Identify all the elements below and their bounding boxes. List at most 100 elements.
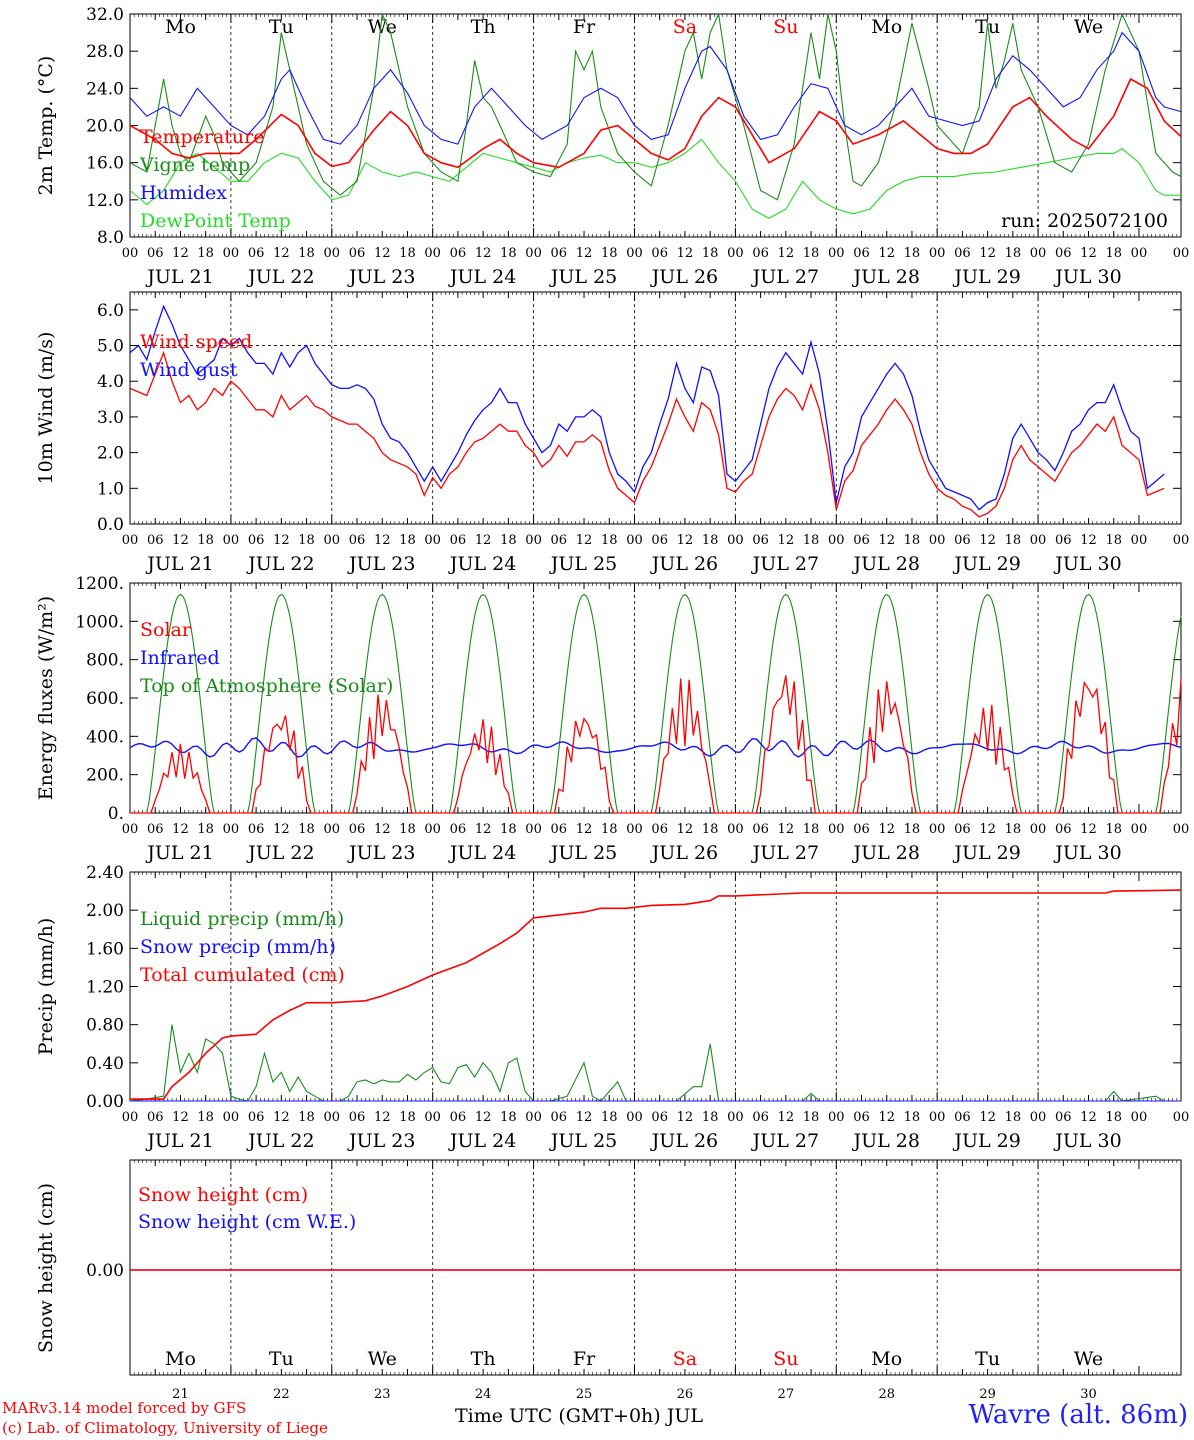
weekday-label: We [1074, 1348, 1103, 1370]
y-tick-label: 4.0 [97, 372, 124, 392]
hour-label: 00 [122, 822, 139, 837]
hour-label: 06 [954, 822, 971, 837]
hour-label: 06 [248, 246, 265, 261]
hour-label: 12 [1080, 822, 1097, 837]
hour-label: 18 [1105, 533, 1122, 548]
y-tick-label: 28.0 [86, 42, 124, 62]
weekday-label: Tu [269, 16, 294, 38]
panel-5: 0.00 Snow height (cm) Snow height (cm) Snow… [35, 1159, 1182, 1402]
legend-dewpoint-temp: DewPoint Temp [140, 210, 291, 232]
legend-total-cumulated-cm-: Total cumulated (cm) [140, 964, 345, 986]
hour-label: 18 [803, 822, 820, 837]
date-label: JUL 21 [145, 1130, 213, 1152]
hour-label: 18 [399, 822, 416, 837]
hour-label: 18 [803, 533, 820, 548]
hour-label: 18 [702, 533, 719, 548]
hour-label: 00 [525, 822, 542, 837]
weekday-label: Mo [871, 1348, 902, 1370]
legend-temperature: Temperature [140, 126, 264, 148]
weekday-label: We [368, 16, 397, 38]
date-label: JUL 30 [1053, 1130, 1121, 1152]
hour-label: 12 [172, 533, 189, 548]
hour-label: 00 [727, 533, 744, 548]
legend-vigne-temp: Vigne temp [139, 154, 250, 176]
hour-label: 00 [223, 822, 240, 837]
y-tick-label: 0.40 [86, 1054, 124, 1074]
hour-label: 06 [651, 533, 668, 548]
hour-label: 12 [576, 533, 593, 548]
day-number-label: 28 [878, 1387, 895, 1402]
legend-wind-speed: Wind speed [140, 331, 252, 353]
hour-label: 06 [651, 246, 668, 261]
hour-label: 06 [349, 533, 366, 548]
station-name: Wavre (alt. 86m) [968, 1400, 1188, 1430]
y-tick-label: 1.0 [97, 479, 124, 499]
hour-label: 06 [248, 1110, 265, 1125]
weekday-label: Mo [871, 16, 902, 38]
hour-label: 00 [324, 1110, 341, 1125]
hour-label: 18 [1105, 246, 1122, 261]
date-label: JUL 29 [952, 842, 1020, 864]
y-axis-label: 2m Temp. (°C) [35, 56, 57, 196]
hour-label: 06 [651, 822, 668, 837]
hour-label: 12 [475, 1110, 492, 1125]
hour-label: 00 [324, 822, 341, 837]
y-tick-label: 200. [86, 766, 124, 786]
hour-label: 00 [1030, 533, 1047, 548]
hour-label: 12 [172, 1110, 189, 1125]
hour-label: 18 [298, 533, 315, 548]
hour-label: 18 [601, 1110, 618, 1125]
hour-label: 00 [929, 1110, 946, 1125]
weekday-label: Tu [975, 1348, 1000, 1370]
hour-label: 00 [525, 246, 542, 261]
hour-label: 12 [374, 822, 391, 837]
hour-label: 12 [979, 822, 996, 837]
hour-label: 06 [853, 246, 870, 261]
hour-label: 18 [197, 246, 214, 261]
hour-label: 06 [349, 246, 366, 261]
hour-label: 18 [298, 246, 315, 261]
date-label: JUL 30 [1053, 266, 1121, 288]
date-label: JUL 26 [650, 1130, 718, 1152]
hour-label: 18 [601, 246, 618, 261]
hour-label: 12 [475, 246, 492, 261]
weekday-label: Sa [673, 16, 697, 38]
hour-label: 12 [1080, 533, 1097, 548]
date-label: JUL 21 [145, 553, 213, 575]
hour-label: 18 [904, 533, 921, 548]
hour-label: 00 [626, 246, 643, 261]
series-liquid-precip-mm-h- [129, 1024, 1181, 1102]
panel-2: 0.0 1.0 2.0 3.0 4.0 5.0 6.0 10m Wind (m/s) Wind … [35, 291, 1189, 575]
hour-label: 12 [778, 246, 795, 261]
y-tick-label: 32.0 [86, 5, 124, 25]
hour-label: 06 [1055, 1110, 1072, 1125]
hour-label: 00 [525, 1110, 542, 1125]
hour-label: 12 [878, 246, 895, 261]
panel-1: 8.0 12.0 16.0 20.0 24.0 28.0 32.0 2m Temp. (°C)… [35, 5, 1189, 288]
date-label: JUL 28 [851, 553, 919, 575]
hour-label: 00 [727, 246, 744, 261]
hour-label: 12 [475, 533, 492, 548]
series-top-of-atmosphere [130, 593, 1182, 814]
hour-label: 00 [828, 1110, 845, 1125]
series-wind-gust [129, 304, 1165, 511]
date-label: JUL 29 [952, 266, 1020, 288]
hour-label: 00 [1030, 1110, 1047, 1125]
date-label: JUL 28 [851, 266, 919, 288]
hour-label: 12 [1080, 246, 1097, 261]
hour-label: 18 [803, 246, 820, 261]
hour-label: 12 [677, 533, 694, 548]
y-tick-label: 800. [86, 651, 124, 671]
hour-label: 00 [424, 822, 441, 837]
day-number-label: 30 [1080, 1387, 1097, 1402]
hour-label: 00 [1131, 822, 1148, 837]
hour-label: 12 [878, 1110, 895, 1125]
hour-label: 00 [828, 822, 845, 837]
hour-label: 12 [475, 822, 492, 837]
hour-label: 00 [122, 246, 139, 261]
hour-label: 06 [954, 1110, 971, 1125]
hour-label: 06 [651, 1110, 668, 1125]
date-label: JUL 26 [650, 553, 718, 575]
y-tick-label: 6.0 [97, 301, 124, 321]
day-number-label: 23 [374, 1387, 391, 1402]
